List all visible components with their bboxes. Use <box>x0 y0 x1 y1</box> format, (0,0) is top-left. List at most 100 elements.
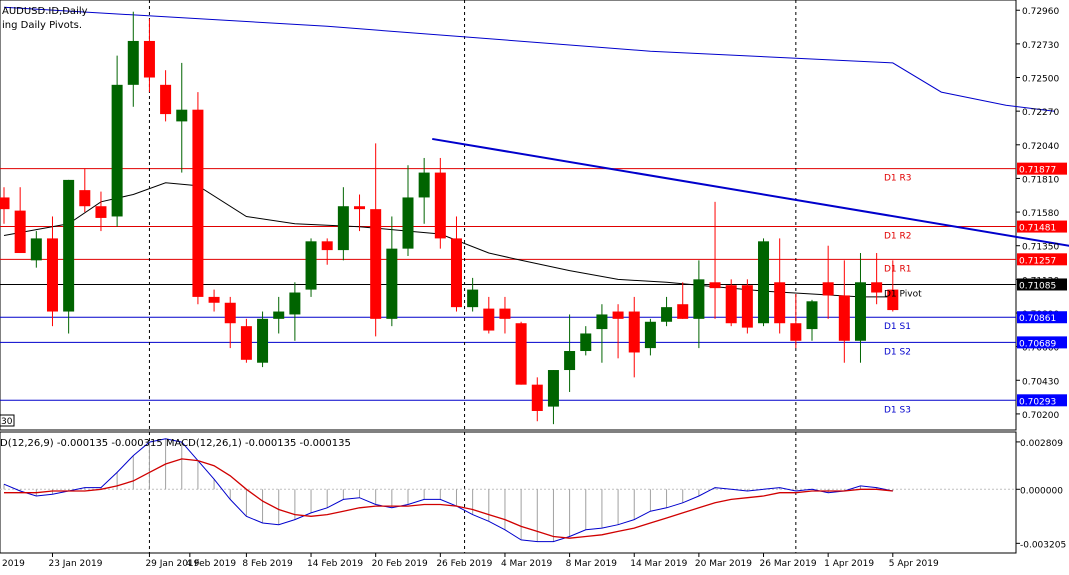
macd-plot-frame <box>0 431 1017 554</box>
bull-candle <box>467 289 479 308</box>
pivot-value-box <box>1017 394 1067 407</box>
pivot-level-label: D1 R2 <box>884 232 912 242</box>
price-tick-label: 0.70660 <box>1022 344 1059 354</box>
date-tick-label: 26 Mar 2019 <box>760 559 817 569</box>
bull-candle <box>854 282 866 341</box>
date-tick-label: 20 Feb 2019 <box>372 559 428 569</box>
date-tick-label: 29 Jan 2019 <box>145 559 199 569</box>
pivot-level-label: D1 S2 <box>884 347 911 357</box>
bull-candle <box>418 172 430 198</box>
price-tick-label: 0.72270 <box>1022 108 1059 118</box>
bull-candle <box>30 238 42 261</box>
pivot-value-box <box>1017 336 1067 349</box>
date-separators <box>148 0 797 553</box>
date-tick-label: 8 Mar 2019 <box>566 559 618 569</box>
bull-candle <box>580 333 592 352</box>
macd-panel: 0.002809 0.000000 -0.003205 <box>0 438 1066 550</box>
pivot-value-text: 0.70861 <box>1019 314 1056 324</box>
bear-candle <box>354 206 366 210</box>
pivot-level-label: D1 S3 <box>884 405 911 415</box>
bear-candle <box>46 238 58 312</box>
price-axis: 0.72960 0.72730 0.72500 0.72270 0.72040 0.718… <box>1016 7 1059 421</box>
bear-candle <box>774 282 786 324</box>
bear-candle <box>838 295 850 341</box>
bull-candle <box>693 279 705 319</box>
date-tick-label: 1 Apr 2019 <box>824 559 874 569</box>
bear-candle <box>14 210 26 254</box>
bear-candle <box>677 304 689 319</box>
bear-candle <box>709 282 721 289</box>
pivot-value-box <box>1017 311 1067 324</box>
bear-candle <box>612 311 624 319</box>
bear-candle <box>790 323 802 341</box>
price-tick-label: 0.72960 <box>1022 7 1059 17</box>
bear-candle <box>483 308 495 331</box>
pivot-value-box <box>1017 162 1067 175</box>
pivot-value-box <box>1017 253 1067 266</box>
macd-axis-label: -0.003205 <box>1020 540 1066 550</box>
bull-candle <box>806 301 818 330</box>
bear-candle <box>499 308 511 319</box>
pivot-value-text: 0.71877 <box>1019 166 1056 176</box>
main-plot-frame <box>0 0 1017 431</box>
macd-axis-label: 0.000000 <box>1020 486 1063 496</box>
bear-candle <box>531 384 543 411</box>
resistance-trendline[interactable] <box>432 137 1069 268</box>
indicator-title: ing Daily Pivots. <box>2 20 82 31</box>
date-tick-label: 5 Apr 2019 <box>889 559 939 569</box>
pivot-value-text: 0.71085 <box>1019 281 1056 291</box>
bear-candle <box>434 172 446 239</box>
price-tick-label: 0.72500 <box>1022 75 1059 85</box>
price-tick-label: 0.71350 <box>1022 243 1059 253</box>
bear-candle <box>160 84 172 115</box>
slow-moving-average-line <box>3 6 1055 112</box>
bear-candle <box>321 241 333 251</box>
bull-candle <box>337 206 349 251</box>
pivot-value-text: 0.71257 <box>1019 256 1056 266</box>
bear-candle <box>143 40 155 78</box>
pivot-value-text: 0.70689 <box>1019 339 1056 349</box>
bear-candle <box>79 190 91 207</box>
price-tick-label: 0.71580 <box>1022 209 1059 219</box>
bull-candle <box>305 241 317 290</box>
bear-candle <box>95 206 107 218</box>
corner-label: 30 <box>1 417 13 427</box>
bear-candle <box>240 326 252 360</box>
pivot-level-label: D1 S1 <box>884 322 911 332</box>
bear-candle <box>628 311 640 353</box>
date-tick-label: 4 Feb 2019 <box>186 559 237 569</box>
bull-candle <box>289 292 301 315</box>
bull-candle <box>111 84 123 217</box>
trendline[interactable] <box>432 137 1069 268</box>
bull-candle <box>386 248 398 319</box>
bull-candle <box>564 351 576 371</box>
price-tick-label: 0.70430 <box>1022 377 1059 387</box>
pivot-level-label: D1 R3 <box>884 174 912 184</box>
pivot-value-box <box>1017 278 1067 291</box>
price-tick-label: 0.72730 <box>1022 41 1059 51</box>
pivot-level-label: D1 Pivot <box>884 289 922 299</box>
bull-candle <box>127 40 139 85</box>
macd-signal-line <box>4 458 893 539</box>
date-tick-label: 8 Feb 2019 <box>242 559 293 569</box>
pivot-value-text: 0.71481 <box>1019 224 1056 234</box>
date-tick-label: 20 Mar 2019 <box>695 559 752 569</box>
bear-candle <box>822 282 834 296</box>
corner-label-box <box>0 414 15 427</box>
date-tick-label: 26 Feb 2019 <box>436 559 492 569</box>
macd-label: D(12,26,9) -0.000135 -0.000315 MACD(12,2… <box>0 438 351 449</box>
bear-candle <box>887 289 899 311</box>
bear-candle <box>192 109 204 297</box>
bear-candle <box>515 323 527 385</box>
bull-candle <box>257 318 269 363</box>
bull-candle <box>644 321 656 349</box>
bear-candle <box>871 282 883 293</box>
pivot-level-label: D1 R1 <box>884 264 912 274</box>
price-tick-label: 0.70200 <box>1022 411 1059 421</box>
bull-candle <box>402 197 414 249</box>
date-tick-label: 4 Mar 2019 <box>501 559 553 569</box>
candles <box>0 11 899 425</box>
bull-candle <box>176 109 188 122</box>
